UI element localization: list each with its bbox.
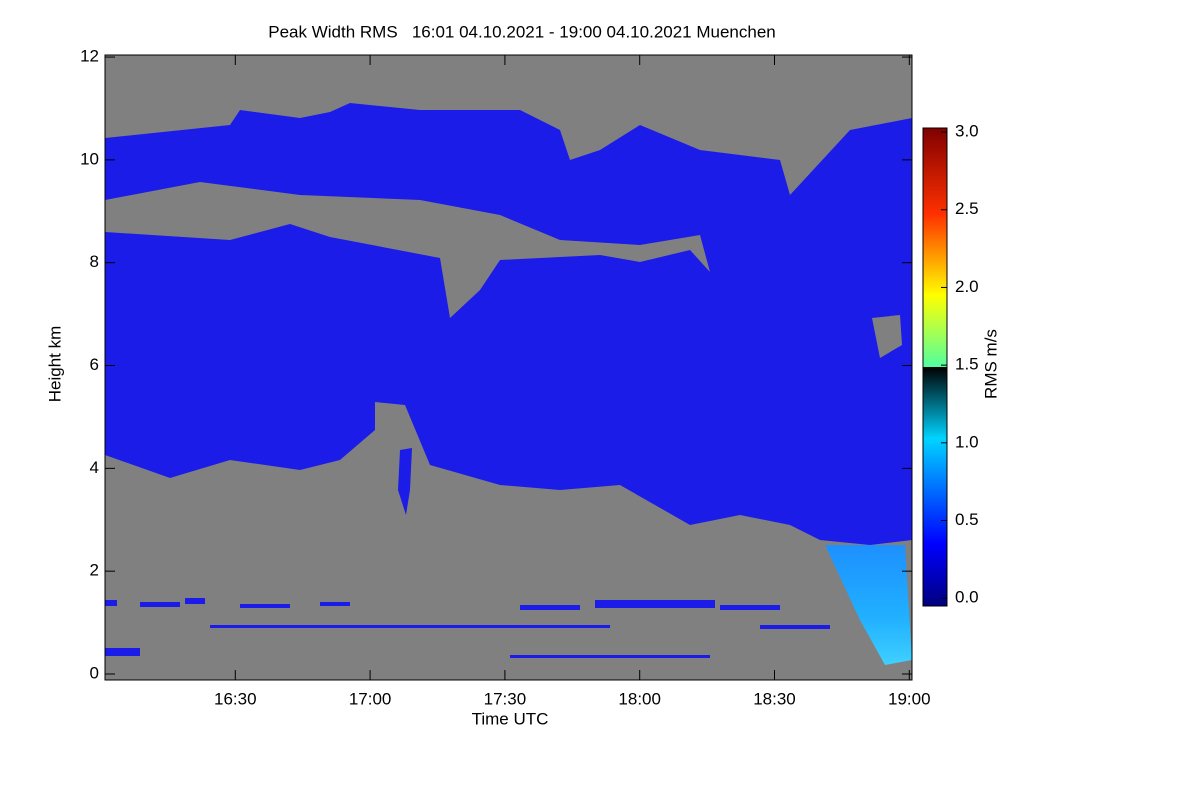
x-tick-label: 19:00: [888, 689, 931, 708]
y-tick-label: 4: [90, 458, 99, 477]
colorbar: [922, 127, 948, 607]
echo-speckles: [105, 598, 830, 658]
echo-region: [398, 448, 412, 515]
y-tick-label: 0: [90, 663, 99, 682]
x-tick-label: 17:00: [349, 689, 392, 708]
x-tick-label: 18:00: [618, 689, 661, 708]
gap-region: [872, 315, 902, 358]
y-tick-label: 2: [90, 561, 99, 580]
y-tick-label: 6: [90, 355, 99, 374]
colorbar-tick-label: 3.0: [955, 122, 979, 141]
y-tick-label: 12: [80, 47, 99, 66]
x-tick-label: 16:30: [214, 689, 257, 708]
colorbar-tick-label: 0.0: [955, 588, 979, 607]
y-axis-label: Height km: [45, 326, 64, 403]
colorbar-tick-label: 1.5: [955, 355, 979, 374]
y-tick-label: 10: [80, 149, 99, 168]
x-tick-label: 18:30: [753, 689, 796, 708]
chart-title: Peak Width RMS 16:01 04.10.2021 - 19:00 …: [268, 22, 776, 41]
colorbar-tick-label: 2.5: [955, 199, 979, 218]
colorbar-label: RMS m/s: [981, 329, 1000, 399]
gap-region: [105, 182, 710, 318]
x-tick-label: 17:30: [484, 689, 527, 708]
plot-frame: [104, 54, 913, 681]
echo-region: [825, 545, 912, 665]
y-tick-label: 8: [90, 252, 99, 271]
heatmap-field: [105, 55, 912, 680]
colorbar-tick-label: 2.0: [955, 277, 979, 296]
x-axis-label: Time UTC: [472, 709, 549, 728]
colorbar-tick-label: 0.5: [955, 510, 979, 529]
colorbar-tick-label: 1.0: [955, 432, 979, 451]
